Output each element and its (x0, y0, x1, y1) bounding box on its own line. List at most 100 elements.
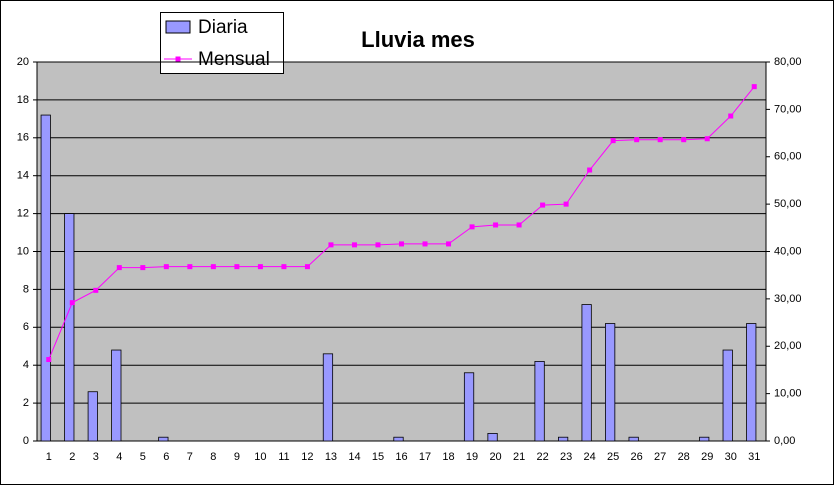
legend-label: Diaria (198, 17, 248, 38)
bar (581, 304, 592, 442)
y2-tick-label: 40,00 (774, 245, 802, 257)
y2-tick-label: 60,00 (774, 151, 802, 163)
line-marker (234, 264, 240, 270)
x-tick-label: 15 (372, 451, 384, 463)
x-tick-label: 14 (348, 451, 360, 463)
x-tick-label: 7 (187, 451, 193, 463)
line-marker (93, 287, 99, 293)
line-marker (399, 241, 404, 247)
line-marker (587, 167, 593, 173)
legend-swatch (175, 56, 181, 62)
line-marker (704, 136, 710, 142)
y-tick-label: 16 (17, 132, 29, 144)
y2-tick-label: 30,00 (774, 293, 802, 305)
line-marker (516, 222, 522, 228)
x-tick-label: 29 (701, 451, 713, 463)
x-tick-label: 23 (560, 451, 572, 463)
y-tick-label: 8 (23, 283, 29, 295)
x-tick-label: 21 (513, 451, 525, 463)
x-tick-label: 8 (210, 451, 216, 463)
x-tick-label: 27 (654, 451, 666, 463)
x-tick-label: 20 (489, 451, 501, 463)
line-marker (304, 264, 310, 270)
line-marker (422, 241, 428, 247)
line-marker (657, 137, 663, 143)
line-marker (328, 242, 334, 248)
line-marker (163, 264, 169, 270)
x-tick-label: 11 (278, 451, 289, 463)
bar (699, 436, 710, 442)
line-marker (281, 264, 287, 270)
x-tick-label: 13 (325, 451, 337, 463)
y-tick-label: 10 (17, 245, 29, 257)
x-tick-label: 26 (631, 451, 643, 463)
line-marker (634, 137, 640, 143)
bar (87, 391, 98, 442)
y-tick-label: 6 (23, 321, 29, 333)
bar (393, 436, 404, 442)
x-tick-label: 2 (69, 451, 75, 463)
x-tick-label: 18 (442, 451, 454, 463)
line-marker (563, 201, 569, 207)
line-marker (375, 242, 381, 248)
line-marker (187, 264, 193, 270)
y-tick-label: 2 (23, 397, 29, 409)
bar (487, 433, 498, 442)
y-tick-label: 14 (17, 170, 29, 182)
x-tick-label: 16 (395, 451, 407, 463)
y2-tick-label: 10,00 (774, 388, 802, 400)
bar (722, 349, 733, 442)
x-tick-label: 24 (584, 451, 596, 463)
bar (64, 213, 75, 442)
bar (463, 372, 475, 442)
x-tick-label: 30 (725, 451, 737, 463)
y2-tick-label: 0,00 (774, 435, 795, 447)
y-tick-label: 18 (17, 94, 29, 106)
y-tick-label: 12 (17, 208, 29, 220)
x-tick-label: 10 (254, 451, 266, 463)
line-marker (46, 357, 52, 363)
bar (628, 436, 639, 442)
line-marker (681, 137, 687, 143)
x-tick-label: 17 (419, 451, 431, 463)
bar (40, 114, 51, 442)
line-marker (610, 138, 616, 144)
x-tick-label: 1 (46, 451, 52, 463)
bar (558, 436, 569, 442)
line-marker (493, 222, 499, 228)
y2-tick-label: 80,00 (774, 56, 802, 68)
chart-title: Lluvia mes (361, 27, 475, 52)
line-marker (469, 224, 475, 230)
x-tick-label: 22 (536, 451, 548, 463)
line-marker (446, 241, 452, 247)
line-marker (69, 300, 75, 306)
y2-tick-label: 20,00 (774, 340, 802, 352)
bar (158, 436, 169, 442)
x-tick-label: 9 (234, 451, 240, 463)
x-tick-label: 19 (466, 451, 478, 463)
bar (322, 353, 334, 442)
line-marker (116, 265, 122, 271)
line-marker (351, 242, 357, 248)
y-tick-label: 0 (23, 435, 29, 447)
bar (605, 323, 616, 442)
x-tick-label: 4 (116, 451, 122, 463)
x-tick-label: 3 (93, 451, 99, 463)
x-tick-label: 31 (748, 451, 760, 463)
x-tick-label: 25 (607, 451, 619, 463)
y2-tick-label: 70,00 (774, 103, 802, 115)
x-tick-label: 12 (301, 451, 313, 463)
line-marker (728, 113, 734, 119)
bar (746, 323, 757, 442)
line-marker (751, 84, 757, 90)
y-tick-label: 4 (23, 359, 29, 371)
y2-tick-label: 50,00 (774, 198, 802, 210)
bar (534, 361, 545, 442)
line-marker (540, 202, 546, 208)
line-marker (210, 264, 216, 270)
line-marker (140, 265, 146, 271)
legend-label: Mensual (198, 49, 270, 70)
bar (111, 349, 122, 442)
legend-swatch (165, 20, 191, 34)
